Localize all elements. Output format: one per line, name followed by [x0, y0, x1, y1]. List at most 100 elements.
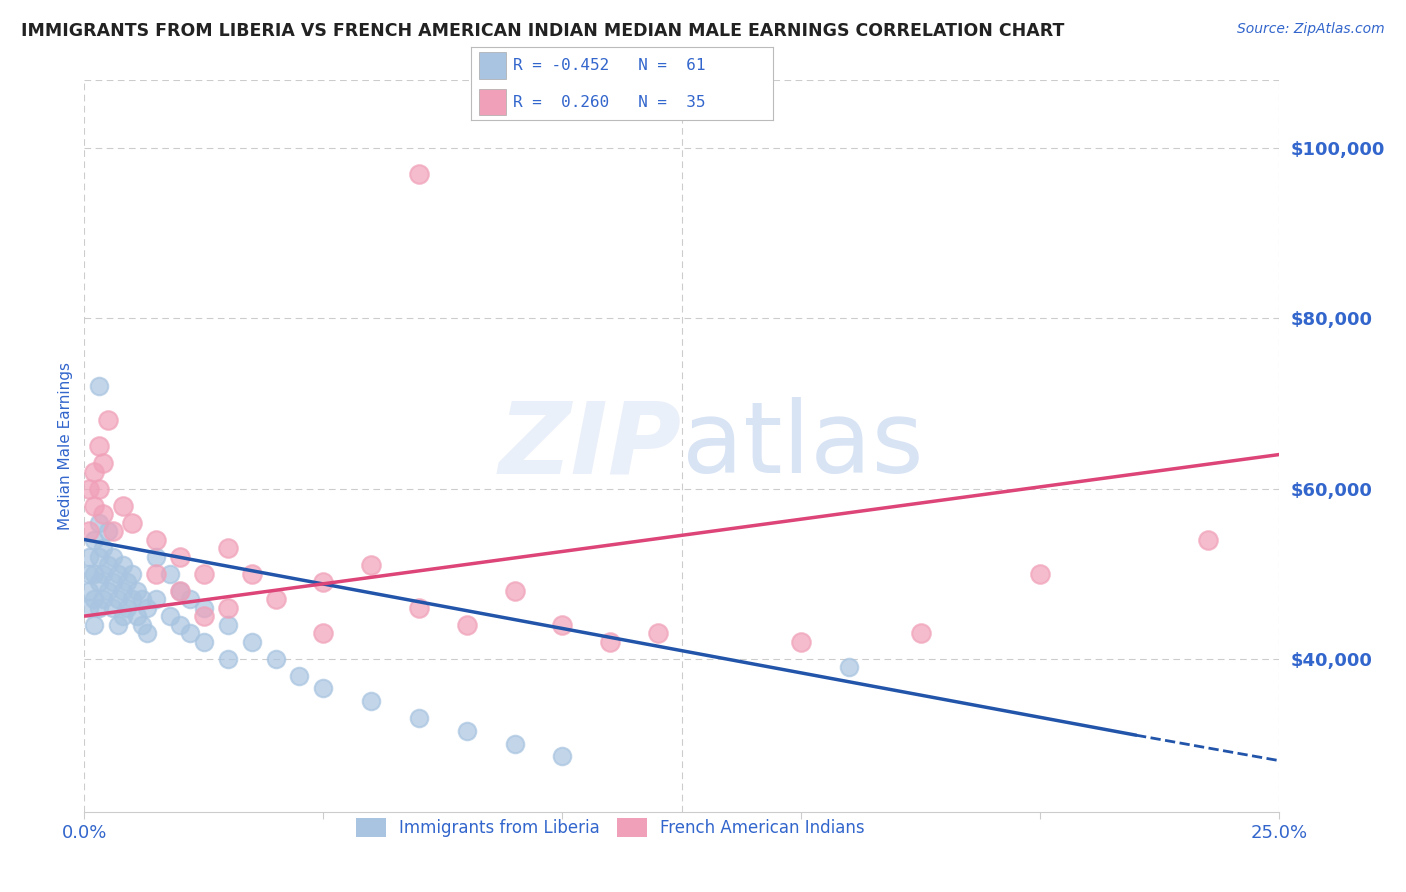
Point — [169, 583, 191, 598]
Point — [77, 524, 100, 538]
Point — [131, 592, 153, 607]
Point — [97, 558, 120, 572]
Point — [551, 749, 574, 764]
Point — [101, 524, 124, 538]
Point — [179, 592, 201, 607]
Point — [1029, 566, 1052, 581]
Point — [193, 566, 215, 581]
Point — [288, 668, 311, 682]
Point — [77, 583, 100, 598]
Point — [83, 499, 105, 513]
Point — [217, 651, 239, 665]
Y-axis label: Median Male Earnings: Median Male Earnings — [58, 362, 73, 530]
Point — [111, 558, 134, 572]
Point — [217, 541, 239, 555]
Point — [360, 558, 382, 572]
Point — [77, 549, 100, 564]
Point — [193, 600, 215, 615]
Point — [97, 524, 120, 538]
Point — [107, 592, 129, 607]
Point — [312, 681, 335, 696]
Point — [408, 167, 430, 181]
Point — [135, 600, 157, 615]
Point — [145, 566, 167, 581]
Point — [179, 626, 201, 640]
Point — [312, 626, 335, 640]
Point — [240, 566, 263, 581]
Point — [83, 617, 105, 632]
Point — [1197, 533, 1219, 547]
Point — [87, 482, 110, 496]
Point — [111, 609, 134, 624]
Text: R =  0.260   N =  35: R = 0.260 N = 35 — [513, 95, 706, 110]
Point — [264, 592, 287, 607]
Point — [101, 600, 124, 615]
Point — [838, 660, 860, 674]
Text: R = -0.452   N =  61: R = -0.452 N = 61 — [513, 58, 706, 73]
Point — [264, 651, 287, 665]
Point — [121, 566, 143, 581]
Point — [125, 609, 148, 624]
Point — [145, 592, 167, 607]
Text: Source: ZipAtlas.com: Source: ZipAtlas.com — [1237, 22, 1385, 37]
Point — [503, 583, 526, 598]
Point — [135, 626, 157, 640]
Point — [456, 723, 478, 738]
Point — [97, 583, 120, 598]
Point — [169, 617, 191, 632]
Point — [93, 507, 115, 521]
Point — [910, 626, 932, 640]
Text: ZIP: ZIP — [499, 398, 682, 494]
Point — [87, 549, 110, 564]
Point — [790, 634, 813, 648]
Point — [551, 617, 574, 632]
Point — [145, 549, 167, 564]
Point — [93, 541, 115, 555]
Point — [87, 600, 110, 615]
Point — [131, 617, 153, 632]
Point — [77, 600, 100, 615]
Text: atlas: atlas — [682, 398, 924, 494]
Point — [647, 626, 669, 640]
Point — [87, 516, 110, 530]
Point — [217, 617, 239, 632]
Bar — [478, 53, 506, 78]
Point — [360, 694, 382, 708]
Point — [456, 617, 478, 632]
Point — [312, 575, 335, 590]
Point — [83, 533, 105, 547]
Point — [87, 379, 110, 393]
Point — [193, 634, 215, 648]
Point — [93, 456, 115, 470]
Point — [101, 575, 124, 590]
Point — [83, 566, 105, 581]
Point — [193, 609, 215, 624]
Point — [125, 583, 148, 598]
Bar — [478, 89, 506, 115]
Point — [217, 600, 239, 615]
Point — [169, 549, 191, 564]
Point — [77, 482, 100, 496]
Point — [87, 439, 110, 453]
Point — [101, 549, 124, 564]
Point — [408, 711, 430, 725]
Point — [121, 592, 143, 607]
Point — [87, 575, 110, 590]
Point — [107, 566, 129, 581]
Point — [83, 465, 105, 479]
Legend: Immigrants from Liberia, French American Indians: Immigrants from Liberia, French American… — [349, 811, 872, 844]
Point — [77, 566, 100, 581]
Point — [117, 575, 139, 590]
Text: IMMIGRANTS FROM LIBERIA VS FRENCH AMERICAN INDIAN MEDIAN MALE EARNINGS CORRELATI: IMMIGRANTS FROM LIBERIA VS FRENCH AMERIC… — [21, 22, 1064, 40]
Point — [121, 516, 143, 530]
Point — [408, 600, 430, 615]
Point — [145, 533, 167, 547]
Point — [117, 600, 139, 615]
Point — [159, 566, 181, 581]
Point — [83, 592, 105, 607]
Point — [240, 634, 263, 648]
Point — [599, 634, 621, 648]
Point — [107, 617, 129, 632]
Point — [97, 413, 120, 427]
Point — [111, 583, 134, 598]
